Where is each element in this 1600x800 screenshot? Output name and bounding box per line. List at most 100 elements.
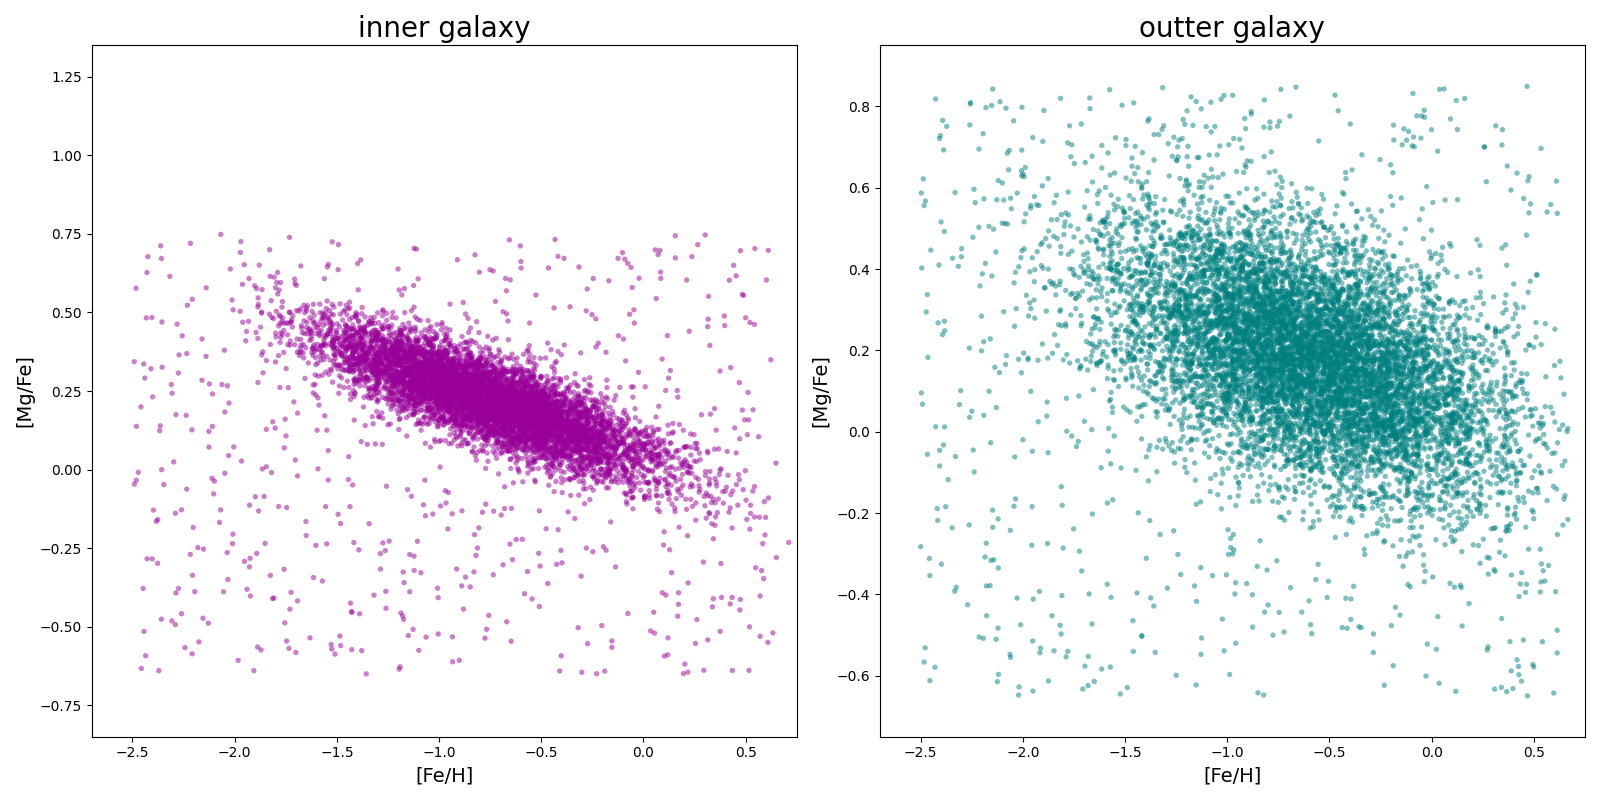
Point [1403, 259, 1429, 272]
Point [1382, 358, 1408, 371]
Point [1115, 261, 1141, 274]
Point [1323, 366, 1349, 378]
Point [536, 421, 562, 434]
Point [1362, 418, 1387, 431]
Point [693, 512, 718, 525]
Point [1197, 439, 1222, 452]
Point [1264, 412, 1290, 425]
Point [621, 491, 646, 504]
Point [469, 392, 494, 405]
Point [443, 374, 469, 387]
Point [1453, 453, 1478, 466]
Point [1410, 332, 1435, 345]
Point [1288, 458, 1314, 471]
Point [1478, 376, 1504, 389]
Point [1173, 341, 1198, 354]
Point [546, 395, 571, 408]
Point [1328, 377, 1354, 390]
Point [522, 414, 547, 427]
Point [427, 396, 453, 409]
Point [568, 450, 594, 463]
Point [560, 431, 586, 444]
Point [414, 390, 440, 402]
Point [1178, 363, 1203, 376]
Point [469, 406, 494, 419]
Point [1427, 364, 1453, 377]
Point [1365, 381, 1390, 394]
Point [520, 402, 546, 414]
Point [419, 403, 445, 416]
Point [406, 334, 432, 347]
Point [376, 394, 402, 406]
Point [523, 426, 549, 438]
Point [1358, 381, 1384, 394]
Point [515, 410, 541, 422]
Point [1288, 328, 1314, 341]
Point [1278, 419, 1304, 432]
Point [464, 393, 490, 406]
Point [1318, 320, 1344, 333]
Point [1226, 446, 1251, 458]
Point [491, 389, 517, 402]
Point [1154, 322, 1179, 334]
Point [1197, 254, 1222, 267]
Point [432, 369, 458, 382]
Point [1368, 321, 1394, 334]
Point [994, 102, 1019, 114]
Point [1250, 298, 1275, 311]
Point [1219, 317, 1245, 330]
Point [1246, 317, 1272, 330]
Point [405, 362, 430, 375]
Point [1157, 352, 1182, 365]
Point [1422, 414, 1448, 427]
Point [1371, 285, 1397, 298]
Point [458, 386, 483, 399]
Point [426, 370, 451, 382]
Point [427, 370, 453, 383]
Point [362, 382, 387, 395]
Point [499, 431, 525, 444]
Point [458, 401, 483, 414]
Point [662, 475, 688, 488]
Point [1291, 337, 1317, 350]
Point [1448, 581, 1474, 594]
Point [421, 363, 446, 376]
Point [1158, 326, 1184, 339]
Point [1360, 372, 1386, 385]
Point [1472, 428, 1498, 441]
Point [1237, 298, 1262, 311]
Point [597, 464, 622, 477]
Point [1394, 270, 1419, 282]
Point [403, 380, 429, 393]
Point [486, 402, 512, 415]
Point [1251, 355, 1277, 368]
Point [464, 397, 490, 410]
Point [1362, 404, 1387, 417]
Point [542, 428, 568, 441]
Point [1354, 379, 1379, 392]
Point [533, 434, 558, 447]
Point [454, 354, 480, 366]
Point [547, 435, 573, 448]
Point [499, 415, 525, 428]
Point [560, 426, 586, 438]
Point [1418, 315, 1443, 328]
Point [1229, 242, 1254, 254]
Point [1269, 375, 1294, 388]
Point [1350, 446, 1376, 458]
Point [1251, 338, 1277, 351]
Point [1170, 245, 1195, 258]
Point [350, 353, 376, 366]
Point [410, 346, 435, 359]
Point [1251, 303, 1277, 316]
Point [1082, 322, 1107, 334]
Point [218, 262, 243, 275]
Point [269, 301, 294, 314]
Point [395, 346, 421, 359]
Point [565, 430, 590, 443]
Point [323, 326, 349, 338]
Point [1253, 417, 1278, 430]
Point [349, 332, 374, 345]
Point [1256, 291, 1282, 304]
Point [1333, 411, 1358, 424]
